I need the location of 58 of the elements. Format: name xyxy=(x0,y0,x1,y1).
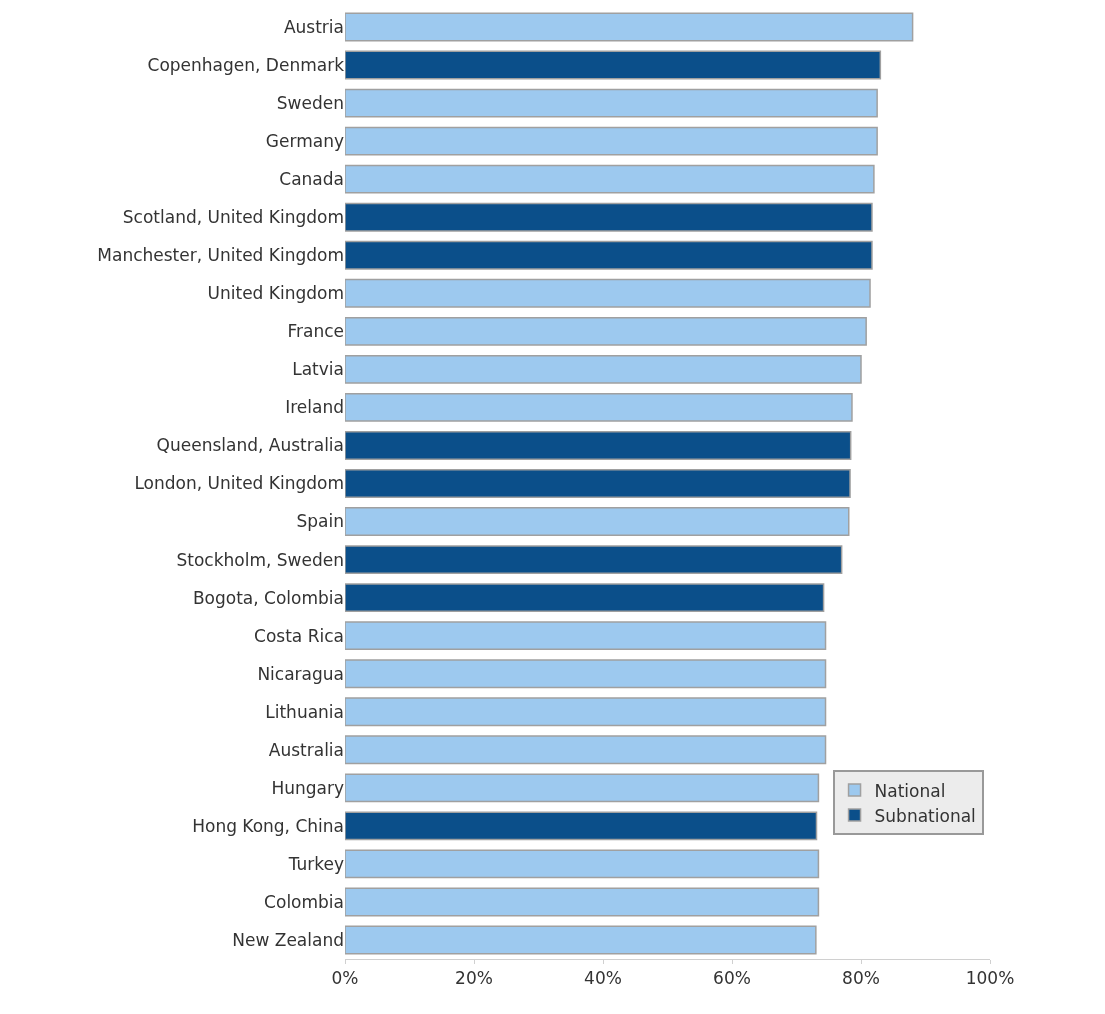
bar xyxy=(345,811,818,841)
bar xyxy=(345,583,825,613)
x-tick-label: 80% xyxy=(842,968,880,989)
y-tick-label: New Zealand xyxy=(232,929,344,950)
y-tick-label: Copenhagen, Denmark xyxy=(147,55,345,76)
bar xyxy=(345,202,873,232)
y-tick-label: Colombia xyxy=(264,891,344,912)
y-tick-label: Nicaragua xyxy=(257,663,344,684)
bar xyxy=(345,469,851,498)
bar xyxy=(345,12,914,42)
y-tick-label: France xyxy=(287,321,344,342)
y-tick-label: Canada xyxy=(279,169,344,190)
bar xyxy=(345,354,862,384)
y-tick-label: Costa Rica xyxy=(254,625,344,646)
y-tick-label: London, United Kingdom xyxy=(134,473,344,494)
y-tick-label: Ireland xyxy=(285,397,344,418)
x-tick-label: 20% xyxy=(455,968,493,989)
x-tick-label: 100% xyxy=(965,968,1015,989)
y-tick-label: Queensland, Australia xyxy=(156,435,344,456)
y-tick-label: Austria xyxy=(283,16,344,37)
y-tick-label: Scotland, United Kingdom xyxy=(122,207,344,228)
bar xyxy=(345,507,850,536)
bar xyxy=(345,126,878,156)
y-tick-label: Australia xyxy=(268,739,344,760)
y-tick-label: Hungary xyxy=(271,777,344,798)
bar xyxy=(345,240,873,270)
y-tick-label: Hong Kong, China xyxy=(192,815,344,836)
bar xyxy=(345,431,852,460)
y-tick-label: Lithuania xyxy=(265,701,344,722)
y-tick-label: Spain xyxy=(296,511,344,532)
y-tick-label: United Kingdom xyxy=(207,283,344,304)
y-tick-label: Stockholm, Sweden xyxy=(176,549,344,570)
y-tick-label: Germany xyxy=(265,131,344,152)
bar xyxy=(345,545,843,575)
bar xyxy=(345,697,827,727)
y-tick-label: Sweden xyxy=(276,93,344,114)
y-tick-label: Manchester, United Kingdom xyxy=(97,245,344,266)
bar xyxy=(345,164,875,194)
y-tick-label: Latvia xyxy=(292,359,344,380)
bar xyxy=(345,316,867,346)
x-tick-label: 60% xyxy=(713,968,751,989)
y-tick-label: Turkey xyxy=(287,853,344,874)
y-tick-label: Bogota, Colombia xyxy=(192,587,344,608)
bar xyxy=(345,735,827,765)
bar xyxy=(345,925,817,955)
bar xyxy=(345,88,878,118)
bar xyxy=(345,50,882,80)
bar xyxy=(345,621,827,651)
bar xyxy=(345,392,853,422)
x-tick-label: 0% xyxy=(331,968,359,989)
legend-label: National xyxy=(874,780,946,801)
bar xyxy=(345,278,871,308)
x-tick-label: 40% xyxy=(584,968,622,989)
bar xyxy=(345,659,827,689)
bar xyxy=(345,773,820,803)
bar xyxy=(345,887,820,917)
legend-label: Subnational xyxy=(874,805,976,826)
bar xyxy=(345,849,820,879)
